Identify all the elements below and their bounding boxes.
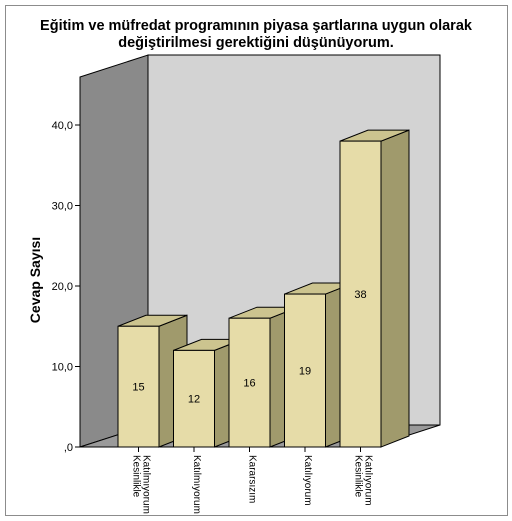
x-tick-label: Katılmıyorum [191, 455, 202, 514]
bar-value-label: 16 [243, 378, 255, 390]
chart-title-line-1: Eğitim ve müfredat programının piyasa şa… [40, 18, 472, 34]
x-tick-label: Kesinlikle [353, 455, 364, 498]
x-tick-label: Katılmıyorum [141, 455, 152, 514]
bar-value-label: 15 [132, 382, 144, 394]
bar: 38 [339, 129, 410, 448]
y-axis-label: Cevap Sayısı [27, 237, 43, 323]
x-tick-label: Katılıyorum [302, 455, 313, 506]
chart-title: Eğitim ve müfredat programının piyasa şa… [0, 18, 512, 52]
bar-side [380, 129, 410, 448]
bars: 15 12 16 19 38 [117, 129, 410, 448]
bar-value-label: 19 [299, 366, 311, 378]
bar-front [228, 317, 271, 448]
bar-value-label: 12 [188, 394, 200, 406]
bar-value-label: 38 [354, 289, 366, 301]
bar-front [284, 293, 326, 448]
x-tick-label: Kesinlikle [131, 455, 142, 498]
y-tick-label: 20,0 [52, 281, 73, 293]
y-tick-label: ,0 [64, 442, 73, 454]
y-axis: ,0 10,0 20,0 30,0 40,0 [52, 77, 81, 454]
bar-front [339, 140, 382, 448]
x-tick-label: Katılıyorum [363, 455, 374, 506]
x-tick-label: Kararsızım [247, 455, 258, 503]
y-tick-label: 10,0 [52, 362, 73, 374]
y-tick-label: 30,0 [52, 201, 73, 213]
y-tick-label: 40,0 [52, 120, 73, 132]
chart-title-line-2: değiştirilmesi gerektiğini düşünüyorum. [118, 35, 394, 51]
x-axis: Kesinlikle Katılmıyorum Katılmıyorum Karars… [80, 446, 374, 514]
bar-front [173, 349, 215, 448]
